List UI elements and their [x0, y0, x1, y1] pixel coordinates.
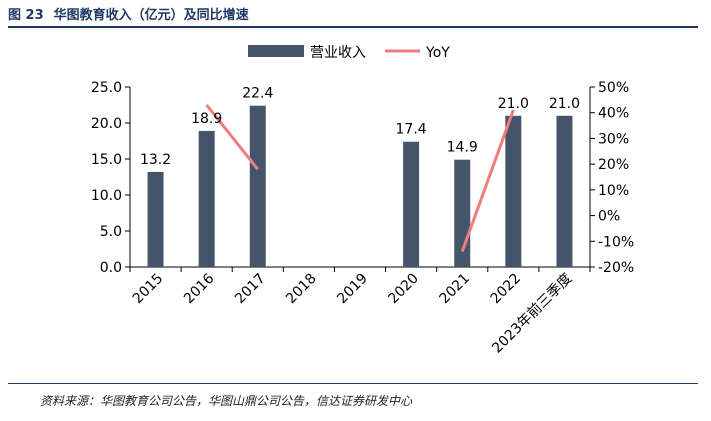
bar	[556, 115, 573, 267]
x-tick-label: 2017	[232, 271, 269, 308]
figure-title: 图 23 华图教育收入（亿元）及同比增速	[8, 4, 259, 23]
x-tick-label: 2015	[130, 271, 167, 308]
y-left-tick-label: 15.0	[91, 152, 122, 168]
bar-value-label: 17.4	[396, 122, 427, 138]
bar	[147, 171, 164, 267]
tick-labels: 0.0 5.0 10.0 15.0 20.0 25.0 -20% -10% 0% 10% 20% 30…	[91, 80, 634, 357]
yoy-line-segment	[460, 109, 515, 253]
y-left-tick-label: 0.0	[100, 260, 122, 276]
y-left-tick-label: 25.0	[91, 80, 122, 96]
bar	[403, 141, 420, 267]
bar	[198, 130, 215, 267]
bar-value-label: 18.9	[191, 111, 222, 127]
x-tick-label: 2019	[334, 271, 371, 308]
bar-series	[147, 105, 573, 267]
title-rule	[8, 26, 698, 28]
legend-bar-swatch	[248, 45, 304, 57]
y-right-tick-label: 0%	[598, 209, 620, 225]
x-tick-label: 2020	[385, 271, 422, 308]
yoy-line-segment	[205, 104, 259, 171]
y-right-tick-label: -10%	[598, 234, 634, 250]
data-labels: 13.2 18.9 22.4 17.4 14.9 21.0 21.0	[140, 86, 580, 168]
bar-value-label: 22.4	[242, 86, 273, 102]
bar	[249, 105, 266, 267]
x-tick-label: 2021	[437, 271, 474, 308]
y-right-tick-label: 30%	[598, 131, 629, 147]
y-right-tick-label: 10%	[598, 183, 629, 199]
bar-value-label: 13.2	[140, 152, 171, 168]
y-right-tick-label: 50%	[598, 80, 629, 96]
bar-value-label: 21.0	[498, 96, 529, 112]
y-right-tick-label: 40%	[598, 106, 629, 122]
figure-number: 图 23	[8, 8, 44, 23]
y-left-tick-label: 20.0	[91, 116, 122, 132]
legend-bar-label: 营业收入	[310, 45, 366, 61]
y-left-tick-label: 10.0	[91, 188, 122, 204]
y-left-tick-label: 5.0	[100, 224, 122, 240]
bar	[505, 115, 522, 267]
figure-title-text: 华图教育收入（亿元）及同比增速	[53, 8, 249, 23]
source-note: 资料来源：华图教育公司公告，华图山鼎公司公告，信达证券研发中心	[40, 394, 413, 408]
bar-value-label: 14.9	[447, 140, 478, 156]
x-tick-label: 2022	[488, 271, 525, 308]
legend-line-label: YoY	[425, 45, 450, 61]
y-right-tick-label: -20%	[598, 260, 634, 276]
bar-value-label: 21.0	[549, 96, 580, 112]
yoy-series	[205, 104, 515, 253]
y-right-tick-label: 20%	[598, 157, 629, 173]
source-rule	[8, 383, 698, 384]
x-tick-label: 2018	[283, 271, 320, 308]
x-tick-label: 2016	[181, 270, 218, 307]
chart-legend: 营业收入 YoY	[248, 45, 450, 61]
